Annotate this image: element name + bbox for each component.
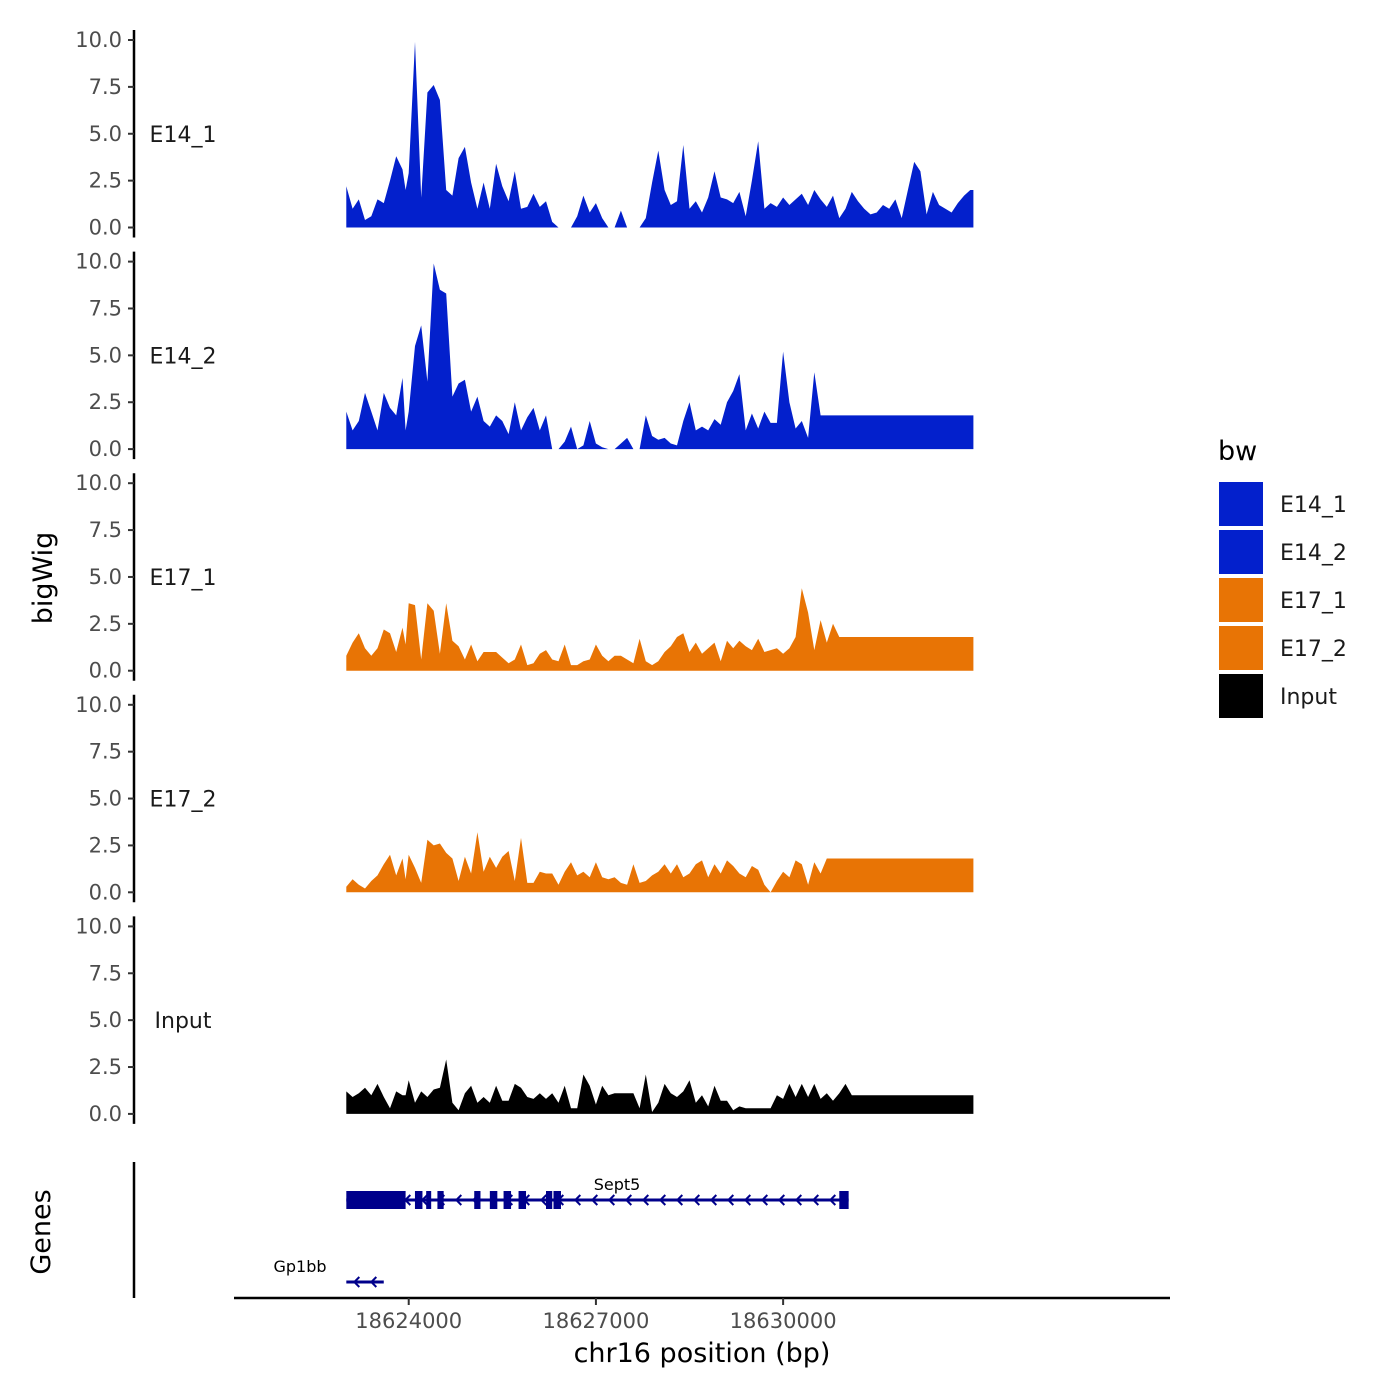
track-label: E17_2 bbox=[150, 788, 217, 813]
y-tick-label: 0.0 bbox=[89, 437, 122, 461]
gene-Gp1bb: Gp1bb bbox=[273, 1257, 384, 1288]
strand-arrow bbox=[369, 1276, 378, 1288]
y-tick-label: 0.0 bbox=[89, 880, 122, 904]
strand-arrow bbox=[539, 1194, 548, 1206]
gene-name-label: Gp1bb bbox=[273, 1257, 326, 1276]
gene-name-label: Sept5 bbox=[594, 1175, 641, 1194]
genes-track: Genes Sept5 Gp1bb bbox=[26, 1162, 849, 1298]
legend-label: E17_2 bbox=[1280, 637, 1347, 662]
y-tick-label: 10.0 bbox=[75, 914, 122, 938]
signal-tracks: 0.0 2.5 5.0 7.5 10.0 E14_1 0.0 2.5 5.0 7.5 10.0 E14… bbox=[75, 28, 974, 1126]
y-tick-label: 7.5 bbox=[89, 296, 122, 320]
strand-arrow bbox=[760, 1194, 769, 1206]
y-tick-label: 7.5 bbox=[89, 518, 122, 542]
signal-area bbox=[346, 1059, 974, 1114]
gene-exon bbox=[474, 1191, 481, 1209]
signal-area bbox=[346, 832, 974, 893]
y-tick-label: 2.5 bbox=[89, 169, 122, 193]
legend-swatch bbox=[1217, 576, 1265, 624]
legend-swatch bbox=[1217, 528, 1265, 576]
track-E14_2: 0.0 2.5 5.0 7.5 10.0 E14_2 bbox=[75, 250, 974, 461]
gene-exon bbox=[553, 1191, 561, 1209]
gene-exon bbox=[489, 1191, 498, 1209]
legend-label: E17_1 bbox=[1280, 589, 1347, 614]
strand-arrow bbox=[658, 1194, 667, 1206]
y-tick-label: 0.0 bbox=[89, 216, 122, 240]
gene-exon bbox=[346, 1191, 406, 1209]
gene-exon bbox=[503, 1191, 512, 1209]
strand-arrow bbox=[692, 1194, 701, 1206]
strand-arrow bbox=[811, 1194, 820, 1206]
track-label: Input bbox=[155, 1009, 212, 1034]
x-axis-title: chr16 position (bp) bbox=[574, 1338, 831, 1369]
legend-label: E14_2 bbox=[1280, 541, 1347, 566]
strand-arrow bbox=[352, 1276, 361, 1288]
track-E17_1: 0.0 2.5 5.0 7.5 10.0 E17_1 bbox=[75, 471, 974, 683]
legend-label: Input bbox=[1280, 685, 1337, 710]
y-tick-label: 5.0 bbox=[89, 1008, 122, 1032]
y-tick-label: 0.0 bbox=[89, 1102, 122, 1126]
strand-arrow bbox=[828, 1194, 837, 1206]
strand-arrow bbox=[794, 1194, 803, 1206]
track-label: E14_1 bbox=[150, 123, 217, 148]
strand-arrow bbox=[573, 1194, 582, 1206]
strand-arrow bbox=[454, 1194, 463, 1206]
y-tick-label: 5.0 bbox=[89, 122, 122, 146]
gene-exon bbox=[546, 1191, 553, 1209]
x-tick-label: 18630000 bbox=[730, 1309, 837, 1333]
gene-exon bbox=[518, 1191, 527, 1209]
gene-exon bbox=[426, 1191, 432, 1209]
legend-swatch bbox=[1217, 624, 1265, 672]
y-tick-label: 10.0 bbox=[75, 471, 122, 495]
y-tick-label: 2.5 bbox=[89, 1055, 122, 1079]
gene-exon bbox=[414, 1191, 423, 1209]
y-tick-label: 7.5 bbox=[89, 740, 122, 764]
x-tick-label: 18624000 bbox=[355, 1309, 462, 1333]
y-tick-label: 7.5 bbox=[89, 75, 122, 99]
legend-title: bw bbox=[1218, 436, 1257, 467]
strand-arrow bbox=[675, 1194, 684, 1206]
y-tick-label: 2.5 bbox=[89, 390, 122, 414]
gene-Sept5: Sept5 bbox=[346, 1175, 849, 1209]
x-tick-label: 18627000 bbox=[542, 1309, 649, 1333]
track-Input: 0.0 2.5 5.0 7.5 10.0 Input bbox=[75, 914, 974, 1126]
strand-arrow bbox=[709, 1194, 718, 1206]
y-tick-label: 10.0 bbox=[75, 693, 122, 717]
strand-arrow bbox=[624, 1194, 633, 1206]
strand-arrow bbox=[607, 1194, 616, 1206]
y-tick-label: 5.0 bbox=[89, 565, 122, 589]
signal-area bbox=[346, 263, 974, 450]
legend-swatch bbox=[1217, 480, 1265, 528]
y-tick-label: 2.5 bbox=[89, 612, 122, 636]
y-tick-label: 0.0 bbox=[89, 659, 122, 683]
y-tick-label: 7.5 bbox=[89, 961, 122, 985]
legend-label: E14_1 bbox=[1280, 493, 1347, 518]
y-tick-label: 10.0 bbox=[75, 250, 122, 274]
legend: bw E14_1 E14_2 E17_1 E17_2 Input bbox=[1217, 436, 1347, 720]
y-tick-label: 5.0 bbox=[89, 787, 122, 811]
track-label: E17_1 bbox=[150, 566, 217, 591]
track-label: E14_2 bbox=[150, 344, 217, 369]
x-axis: chr16 position (bp) 18624000 18627000 1863… bbox=[234, 1296, 1170, 1369]
y-tick-label: 10.0 bbox=[75, 28, 122, 52]
strand-arrow bbox=[726, 1194, 735, 1206]
signal-area bbox=[346, 41, 974, 228]
y-tick-label: 5.0 bbox=[89, 343, 122, 367]
gene-exon bbox=[839, 1191, 849, 1209]
signal-area bbox=[346, 588, 974, 671]
track-E14_1: 0.0 2.5 5.0 7.5 10.0 E14_1 bbox=[75, 28, 974, 240]
strand-arrow bbox=[641, 1194, 650, 1206]
track-E17_2: 0.0 2.5 5.0 7.5 10.0 E17_2 bbox=[75, 693, 974, 904]
strand-arrow bbox=[743, 1194, 752, 1206]
strand-arrow bbox=[777, 1194, 786, 1206]
y-axis-title: bigWig bbox=[28, 532, 59, 625]
strand-arrow bbox=[590, 1194, 599, 1206]
legend-swatch bbox=[1217, 672, 1265, 720]
genes-axis-title: Genes bbox=[26, 1189, 57, 1274]
gene-exon bbox=[437, 1191, 444, 1209]
y-tick-label: 2.5 bbox=[89, 833, 122, 857]
